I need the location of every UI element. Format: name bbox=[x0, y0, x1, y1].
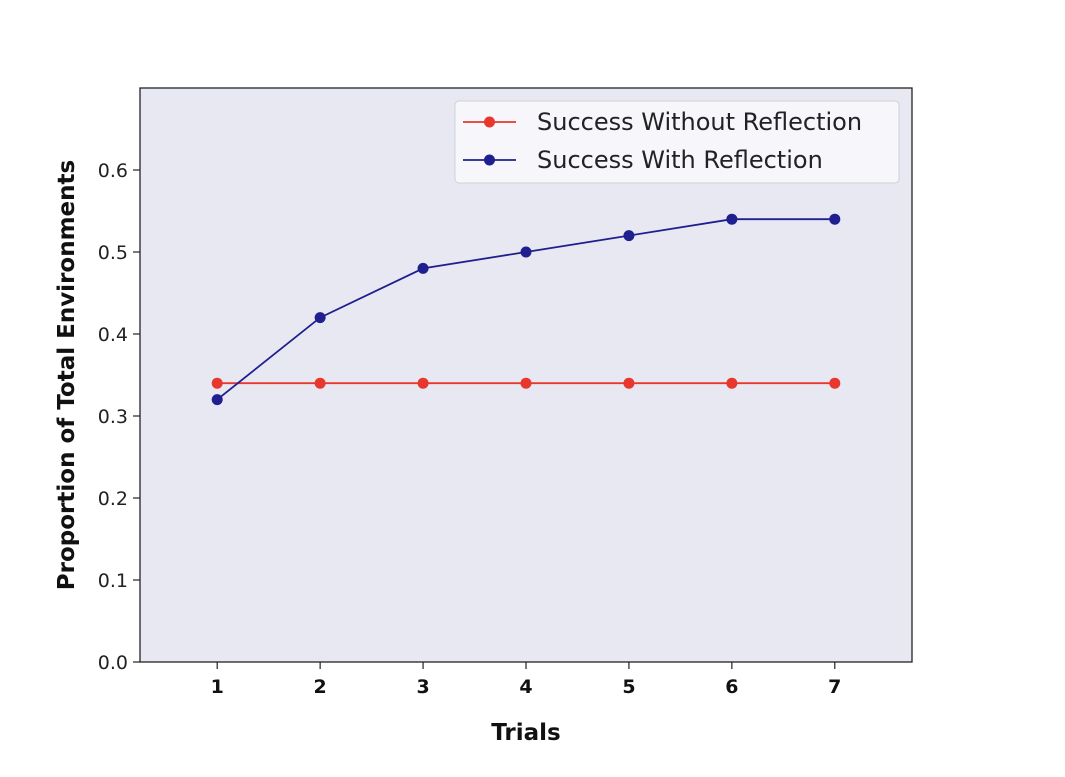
data-point bbox=[314, 377, 326, 389]
plot-area bbox=[140, 88, 912, 662]
x-tick-label: 6 bbox=[725, 676, 738, 698]
x-tick-label: 1 bbox=[211, 676, 224, 698]
data-point bbox=[211, 377, 223, 389]
x-tick-label: 3 bbox=[416, 676, 429, 698]
x-tick-label: 7 bbox=[828, 676, 841, 698]
y-tick-label: 0.4 bbox=[98, 324, 128, 346]
data-point bbox=[417, 262, 429, 274]
data-point bbox=[726, 377, 738, 389]
legend-label: Success Without Reflection bbox=[537, 108, 862, 136]
x-tick-label: 4 bbox=[519, 676, 532, 698]
data-point bbox=[829, 377, 841, 389]
y-axis-ticks: 0.0 0.1 0.2 0.3 0.4 0.5 0.6 bbox=[98, 160, 140, 674]
legend-label: Success With Reflection bbox=[537, 146, 823, 174]
legend-swatch-marker bbox=[484, 154, 495, 166]
x-axis-ticks: 1 2 3 4 5 6 7 bbox=[211, 662, 841, 698]
y-tick-label: 0.5 bbox=[98, 242, 128, 264]
data-point bbox=[417, 377, 429, 389]
y-tick-label: 0.2 bbox=[98, 488, 128, 510]
data-point bbox=[211, 394, 223, 406]
series-points bbox=[211, 213, 841, 406]
legend-swatch-marker bbox=[484, 116, 495, 128]
data-point bbox=[314, 312, 326, 324]
data-point bbox=[726, 213, 738, 225]
legend-box bbox=[454, 100, 900, 184]
data-point bbox=[520, 246, 532, 258]
data-point bbox=[623, 377, 635, 389]
y-tick-label: 0.1 bbox=[98, 570, 128, 592]
y-tick-label: 0.3 bbox=[98, 406, 128, 428]
data-point bbox=[520, 377, 532, 389]
legend-entries: Success Without Reflection Success With R… bbox=[463, 108, 862, 174]
data-point bbox=[829, 213, 841, 225]
y-tick-label: 0.6 bbox=[98, 160, 128, 182]
y-axis-label: Proportion of Total Environments bbox=[54, 160, 80, 590]
data-point bbox=[623, 230, 635, 242]
x-tick-label: 5 bbox=[622, 676, 635, 698]
legend: Success Without Reflection Success With R… bbox=[454, 100, 900, 184]
y-tick-label: 0.0 bbox=[98, 652, 128, 674]
x-tick-label: 2 bbox=[314, 676, 327, 698]
x-axis-label: Trials bbox=[491, 720, 560, 746]
